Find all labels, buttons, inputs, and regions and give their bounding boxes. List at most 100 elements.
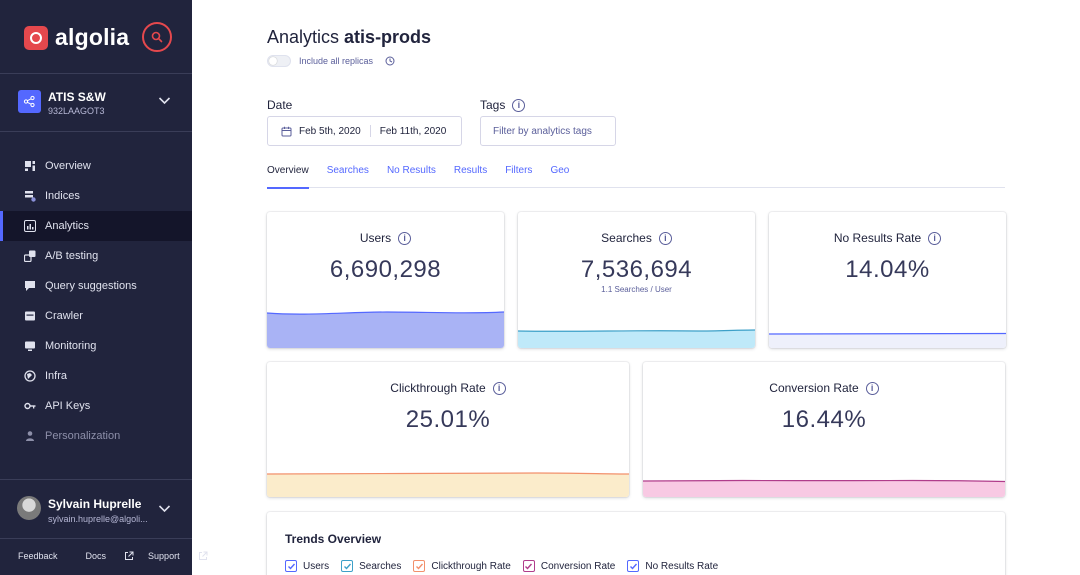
users-sparkline (267, 311, 504, 348)
analytics-tabs: Overview Searches No Results Results Fil… (267, 160, 1005, 189)
user-name: Sylvain Huprelle (48, 497, 142, 511)
sidebar-item-label: A/B testing (45, 250, 99, 262)
sidebar-item-monitoring[interactable]: Monitoring (0, 331, 192, 361)
analytics-icon (24, 220, 36, 232)
personalization-icon (24, 430, 36, 442)
sidebar-item-crawler[interactable]: Crawler (0, 301, 192, 331)
external-link-icon (198, 551, 208, 560)
index-name: atis-prods (344, 27, 432, 47)
monitoring-icon (24, 340, 36, 352)
checkbox-checked-icon[interactable] (627, 560, 640, 572)
metric-value: 7,536,694 (580, 256, 693, 283)
avatar (17, 496, 41, 520)
replicas-row: Include all replicas (267, 55, 395, 67)
metric-label: Searches (601, 231, 652, 245)
metric-label-row: Users i (267, 231, 504, 245)
checkbox-checked-icon[interactable] (285, 560, 297, 572)
include-replicas-label: Include all replicas (299, 56, 374, 66)
sidebar-item-infra[interactable]: Infra (0, 361, 192, 391)
info-icon[interactable]: i (928, 231, 942, 245)
legend-searches[interactable]: Searches (341, 560, 401, 572)
info-icon[interactable]: i (865, 381, 879, 395)
share-nodes-icon (23, 95, 35, 108)
sidebar-item-query-suggestions[interactable]: Query suggestions (0, 271, 192, 301)
tab-overview[interactable]: Overview (267, 160, 309, 189)
sidebar-item-label: Overview (45, 160, 91, 172)
trends-legend: Users Searches Clickthrough Rate Convers… (285, 560, 730, 572)
info-icon[interactable]: i (658, 231, 672, 245)
clickthrough-sparkline (267, 472, 629, 497)
metric-card-searches[interactable]: Searches i 7,536,694 1.1 Searches / User (518, 212, 755, 348)
sidebar-item-label: Analytics (45, 220, 90, 232)
legend-label: No Results Rate (645, 560, 719, 572)
info-icon[interactable]: i (398, 231, 412, 245)
metric-card-clickthrough-rate[interactable]: Clickthrough Rate i 25.01% (267, 362, 629, 497)
legend-label: Conversion Rate (540, 560, 616, 572)
app-switcher[interactable]: ATIS S&W 932LAAGOT3 (0, 74, 192, 132)
tab-filters[interactable]: Filters (505, 165, 533, 176)
feedback-link[interactable]: Feedback (18, 551, 72, 561)
metric-value: 25.01% (405, 406, 491, 433)
sidebar-item-label: Query suggestions (45, 280, 137, 292)
metric-card-users[interactable]: Users i 6,690,298 (267, 212, 504, 348)
sidebar-item-indices[interactable]: Indices (0, 181, 192, 211)
date-separator (369, 125, 371, 137)
search-button[interactable] (142, 22, 172, 52)
overview-icon (24, 160, 36, 172)
sidebar-item-label: API Keys (45, 400, 91, 412)
chevron-down-icon[interactable] (158, 504, 171, 513)
metric-label: Conversion Rate (769, 381, 859, 395)
support-link[interactable]: Support (148, 551, 208, 561)
sidebar-nav: Overview Indices Analytics A/B testing Q… (0, 151, 192, 451)
sidebar-item-ab-testing[interactable]: A/B testing (0, 241, 192, 271)
tab-results[interactable]: Results (453, 165, 488, 176)
algolia-logo[interactable]: algolia (24, 24, 129, 51)
sidebar-item-label: Indices (45, 190, 80, 202)
checkbox-checked-icon[interactable] (413, 560, 426, 572)
legend-no-results-rate[interactable]: No Results Rate (627, 560, 718, 572)
legend-clickthrough-rate[interactable]: Clickthrough Rate (413, 560, 511, 572)
sidebar-item-analytics[interactable]: Analytics (0, 211, 192, 241)
docs-label: Docs (85, 551, 107, 561)
legend-users[interactable]: Users (285, 560, 329, 572)
app-name: ATIS S&W (48, 90, 106, 104)
checkbox-checked-icon[interactable] (341, 560, 354, 572)
user-menu[interactable]: Sylvain Huprelle sylvain.huprelle@algoli… (0, 479, 192, 539)
date-range-picker[interactable]: Feb 5th, 2020 Feb 11th, 2020 (267, 116, 462, 146)
metric-value: 16.44% (781, 406, 867, 433)
brand-name: algolia (55, 24, 130, 50)
docs-link[interactable]: Docs (86, 551, 135, 561)
metric-card-conversion-rate[interactable]: Conversion Rate i 16.44% (643, 362, 1005, 497)
metric-label-row: Searches i (518, 231, 755, 245)
algolia-logo-icon (24, 25, 48, 50)
external-link-icon (125, 551, 134, 560)
search-icon (151, 31, 163, 43)
page-title-prefix: Analytics (267, 27, 340, 47)
trends-overview-card: Trends Overview Users Searches Clickthro… (267, 512, 1005, 575)
sidebar-item-overview[interactable]: Overview (0, 151, 192, 181)
date-start: Feb 5th, 2020 (299, 125, 361, 137)
tab-geo[interactable]: Geo (550, 165, 570, 176)
sidebar-item-label: Crawler (45, 310, 83, 322)
metric-label: No Results Rate (833, 231, 922, 245)
feedback-label: Feedback (18, 551, 58, 561)
tab-searches[interactable]: Searches (326, 165, 369, 176)
brand-header: algolia (0, 0, 192, 74)
legend-conversion-rate[interactable]: Conversion Rate (522, 560, 616, 572)
sidebar-item-label: Personalization (45, 430, 121, 442)
tab-no-results[interactable]: No Results (386, 165, 436, 176)
legend-label: Users (303, 560, 330, 572)
info-icon[interactable]: i (492, 381, 506, 395)
sidebar-item-personalization[interactable]: Personalization (0, 421, 192, 451)
sidebar-item-api-keys[interactable]: API Keys (0, 391, 192, 421)
api-keys-icon (24, 400, 36, 412)
checkbox-checked-icon[interactable] (522, 560, 535, 572)
metric-subtext: 1.1 Searches / User (601, 285, 672, 294)
info-icon[interactable]: i (512, 98, 526, 112)
include-replicas-toggle[interactable] (267, 55, 291, 67)
chevron-down-icon[interactable] (158, 96, 171, 105)
infra-icon (24, 370, 36, 382)
tags-filter-input[interactable] (480, 116, 616, 146)
clock-icon[interactable] (385, 56, 395, 66)
metric-card-no-results-rate[interactable]: No Results Rate i 14.04% (769, 212, 1006, 348)
